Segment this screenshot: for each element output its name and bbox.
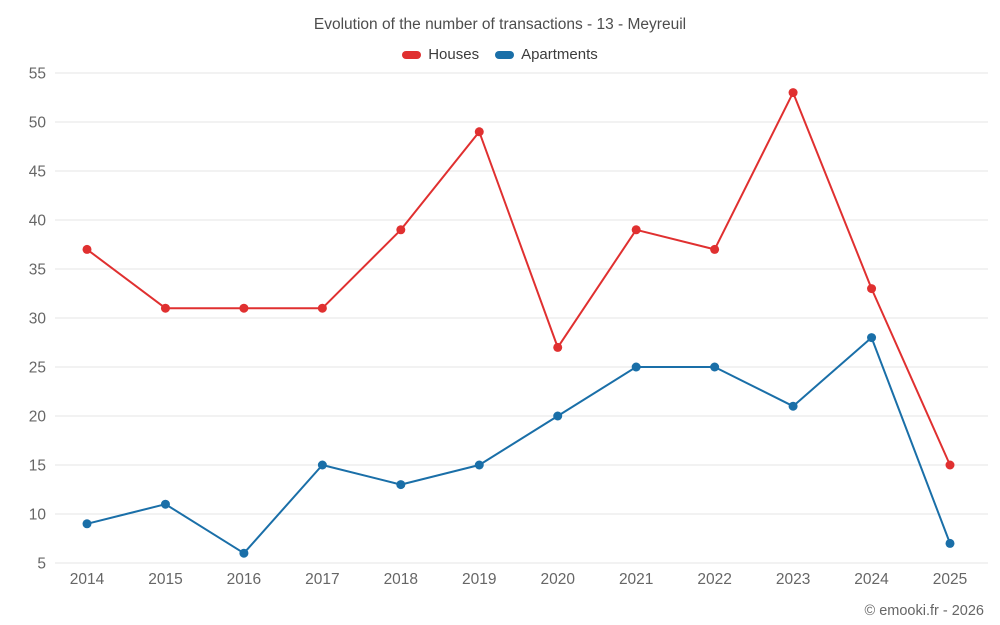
x-tick-label: 2015 <box>148 571 182 588</box>
data-point-apartments <box>710 362 720 372</box>
data-point-houses <box>82 244 92 254</box>
y-tick-label: 30 <box>29 311 47 328</box>
data-point-houses <box>945 460 955 470</box>
y-tick-label: 45 <box>29 164 46 181</box>
y-tick-label: 20 <box>29 409 47 426</box>
y-tick-label: 10 <box>29 507 47 524</box>
y-tick-label: 50 <box>29 115 47 132</box>
legend-item-houses[interactable]: Houses <box>402 46 479 63</box>
data-point-apartments <box>160 499 170 509</box>
legend-marker-icon <box>495 50 515 59</box>
y-tick-label: 5 <box>37 556 46 573</box>
data-point-houses <box>788 88 798 98</box>
data-point-apartments <box>474 460 484 470</box>
data-point-apartments <box>82 519 92 529</box>
x-tick-label: 2021 <box>619 571 653 588</box>
data-point-houses <box>474 127 484 137</box>
data-point-houses <box>553 342 563 352</box>
y-tick-label: 15 <box>29 458 46 475</box>
x-tick-label: 2025 <box>933 571 967 588</box>
data-point-apartments <box>239 548 249 558</box>
y-tick-label: 55 <box>29 66 46 83</box>
data-point-houses <box>317 303 327 313</box>
legend-item-apartments[interactable]: Apartments <box>495 46 598 63</box>
data-point-houses <box>396 225 406 235</box>
x-tick-label: 2024 <box>854 571 889 588</box>
series-line-houses <box>86 91 951 466</box>
x-tick-label: 2019 <box>462 571 496 588</box>
chart-title: Evolution of the number of transactions … <box>313 16 687 33</box>
x-tick-label: 2018 <box>384 571 418 588</box>
x-tick-label: 2016 <box>227 571 261 588</box>
legend-label: Houses <box>428 46 480 63</box>
data-point-houses <box>867 284 877 294</box>
y-tick-label: 35 <box>29 262 46 279</box>
y-tick-label: 25 <box>29 360 46 377</box>
series-line-apartments <box>86 336 951 555</box>
data-point-apartments <box>631 362 641 372</box>
data-point-apartments <box>788 401 798 411</box>
y-tick-label: 40 <box>29 213 47 230</box>
data-point-apartments <box>945 538 955 548</box>
legend-marker-icon <box>402 50 422 59</box>
data-point-houses <box>631 225 641 235</box>
data-point-apartments <box>396 480 406 490</box>
x-tick-label: 2020 <box>540 571 575 588</box>
data-point-apartments <box>317 460 327 470</box>
credit-text: © emooki.fr - 2026 <box>864 603 984 619</box>
legend: Houses Apartments <box>0 46 1000 63</box>
data-point-houses <box>160 303 170 313</box>
x-tick-label: 2014 <box>70 571 105 588</box>
data-point-houses <box>239 303 249 313</box>
legend-label: Apartments <box>521 46 598 63</box>
x-tick-label: 2023 <box>776 571 810 588</box>
data-point-apartments <box>553 411 563 421</box>
x-tick-label: 2017 <box>305 571 339 588</box>
data-point-houses <box>710 244 720 254</box>
x-tick-label: 2022 <box>697 571 731 588</box>
data-point-apartments <box>867 333 877 343</box>
